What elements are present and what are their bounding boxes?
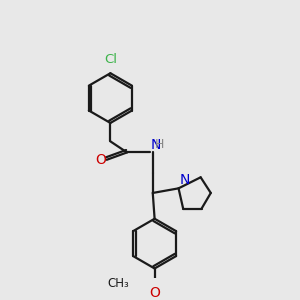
- Text: O: O: [149, 286, 160, 300]
- Text: N: N: [179, 173, 190, 188]
- Text: O: O: [95, 153, 106, 167]
- Text: Cl: Cl: [104, 53, 117, 66]
- Text: H: H: [154, 138, 164, 151]
- Text: N: N: [151, 137, 161, 152]
- Text: CH₃: CH₃: [107, 277, 129, 290]
